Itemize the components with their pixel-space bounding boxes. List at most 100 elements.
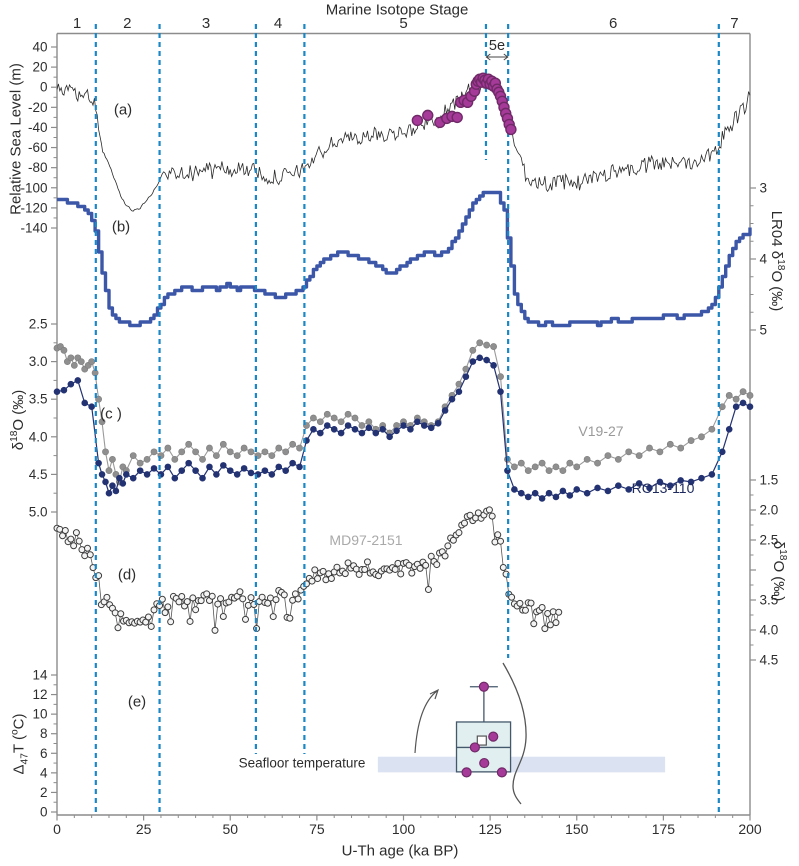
md97-point [341, 570, 349, 578]
tick-label: 8 [40, 726, 48, 741]
d18o-left-prefix: δ [10, 441, 27, 451]
data-point [81, 399, 89, 407]
boxplot-data-point [461, 767, 472, 778]
data-point [136, 459, 144, 467]
series-line [56, 342, 751, 484]
data-point [566, 492, 574, 499]
data-point [136, 467, 144, 474]
data-point [393, 427, 400, 435]
data-point [524, 493, 532, 501]
data-point [323, 410, 331, 418]
tick-label: 3.0 [29, 354, 48, 369]
data-point [656, 478, 664, 486]
md97-point [314, 575, 322, 583]
rsl-curve [56, 75, 751, 212]
tick-label: 14 [32, 668, 48, 683]
md97-point [72, 529, 80, 537]
md97-point [203, 590, 211, 598]
tick-label: 5 [399, 15, 407, 32]
data-point [725, 392, 733, 399]
md97-point [56, 525, 64, 533]
md97-point [239, 595, 247, 603]
data-point [275, 444, 283, 452]
data-point [573, 486, 581, 493]
tick-label: 4.0 [760, 623, 779, 638]
data-point [434, 419, 442, 427]
data-point [635, 452, 643, 459]
data-point [143, 455, 151, 463]
data-point [268, 452, 276, 459]
md97-point [416, 564, 424, 572]
md97-point [308, 577, 316, 585]
md97-point [83, 544, 91, 552]
md97-point [363, 558, 371, 566]
data-point [625, 448, 633, 456]
md97-point [494, 531, 502, 539]
data-point [88, 358, 96, 365]
data-point [386, 433, 393, 441]
data-point [646, 444, 653, 452]
data-point [60, 346, 68, 354]
data-point [545, 489, 553, 497]
coral-point [411, 114, 424, 127]
tick-label: 6 [40, 746, 48, 761]
data-point [708, 471, 716, 478]
tick-label: 20 [32, 60, 47, 75]
tick-label: 100 [392, 821, 416, 837]
tick-label: -60 [28, 140, 48, 155]
tick-label: 75 [309, 821, 325, 837]
coral-point [505, 123, 517, 136]
tick-label: 0 [53, 821, 61, 837]
md97-point [164, 603, 172, 611]
data-point [67, 380, 75, 388]
data-point [98, 471, 106, 478]
tick-label: 3.5 [760, 593, 779, 608]
data-point [517, 459, 525, 467]
data-point [247, 448, 255, 456]
md97-point [241, 615, 249, 623]
md97-point [361, 565, 369, 573]
data-point [310, 414, 317, 422]
y-axis-title-d47t: Δ47T (oC) [10, 714, 31, 775]
md97-point [214, 600, 222, 608]
md97-point [217, 595, 225, 603]
data-point [510, 463, 518, 471]
d47-sub: 47 [19, 753, 31, 765]
data-point [88, 403, 95, 411]
md97-point [497, 537, 505, 545]
data-point [206, 444, 213, 452]
data-point [573, 463, 581, 471]
md97-point [433, 561, 441, 569]
data-point [275, 463, 283, 471]
md97-point [427, 552, 435, 560]
md97-point [86, 551, 94, 559]
tick-label: 2.5 [760, 533, 779, 548]
tick-label: 4 [760, 252, 768, 267]
md97-point [499, 564, 507, 572]
data-point [666, 440, 674, 448]
boxplot-data-point [496, 767, 508, 778]
tick-label: 4.5 [760, 653, 779, 668]
data-point [261, 467, 269, 474]
tick-label: 1 [73, 15, 81, 32]
md97-point [78, 546, 86, 554]
data-point [469, 346, 477, 354]
data-point [604, 452, 612, 459]
data-point [538, 459, 546, 467]
tick-label: 0 [40, 80, 48, 95]
data-point [635, 480, 643, 487]
data-point [351, 425, 359, 433]
md97-point [444, 542, 452, 550]
x-axis-title: U-Th age (ka BP) [341, 842, 459, 860]
d18o-right-suffix: O (‰) [770, 560, 787, 602]
y-axis-title-d18o-left: δ18O (‰) [9, 390, 27, 451]
panel-label-d: (d) [117, 566, 137, 584]
data-point [164, 444, 172, 452]
data-point [119, 480, 127, 487]
md97-point [466, 511, 474, 519]
md97-point [286, 614, 294, 622]
data-point [583, 455, 591, 463]
data-point [199, 455, 206, 463]
data-point [330, 425, 338, 433]
data-point [185, 459, 192, 467]
